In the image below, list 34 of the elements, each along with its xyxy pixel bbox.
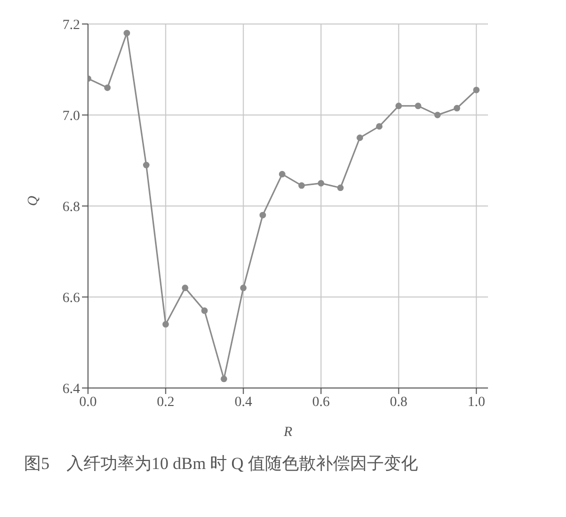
y-tick-label: 6.4 — [62, 382, 80, 397]
point — [143, 162, 150, 168]
x-tick-label: 0.8 — [390, 394, 408, 410]
y-tick-label: 6.6 — [62, 290, 80, 306]
x-tick-label: 0.2 — [156, 394, 174, 410]
point — [318, 180, 324, 186]
point — [124, 30, 130, 36]
y-axis-title: Q — [26, 196, 41, 206]
point — [240, 284, 247, 292]
x-tick-label: 0.4 — [234, 394, 252, 410]
point — [298, 182, 305, 189]
point — [337, 184, 344, 192]
point — [260, 212, 266, 218]
point — [414, 102, 422, 110]
point — [473, 86, 480, 94]
point — [104, 84, 111, 91]
x-tick-label: 0.6 — [312, 394, 330, 410]
point — [356, 134, 364, 141]
point — [201, 307, 208, 314]
point — [434, 112, 441, 118]
x-tick-label: 1.0 — [468, 394, 486, 410]
caption: 图5 入纤功率为10 dBm 时 Q 值随色散补偿因子变化 — [23, 453, 419, 475]
x-tick-label: 0.0 — [79, 394, 97, 410]
point — [278, 170, 286, 178]
point — [220, 376, 228, 382]
point — [182, 284, 188, 292]
point — [162, 321, 169, 328]
point — [395, 102, 402, 110]
y-tick-label: 6.8 — [62, 200, 80, 215]
x-axis-title: R — [282, 425, 293, 440]
y-tick-label: 7.2 — [62, 18, 80, 33]
point — [376, 123, 383, 130]
point — [454, 104, 460, 112]
y-tick-label: 7.0 — [62, 108, 80, 124]
